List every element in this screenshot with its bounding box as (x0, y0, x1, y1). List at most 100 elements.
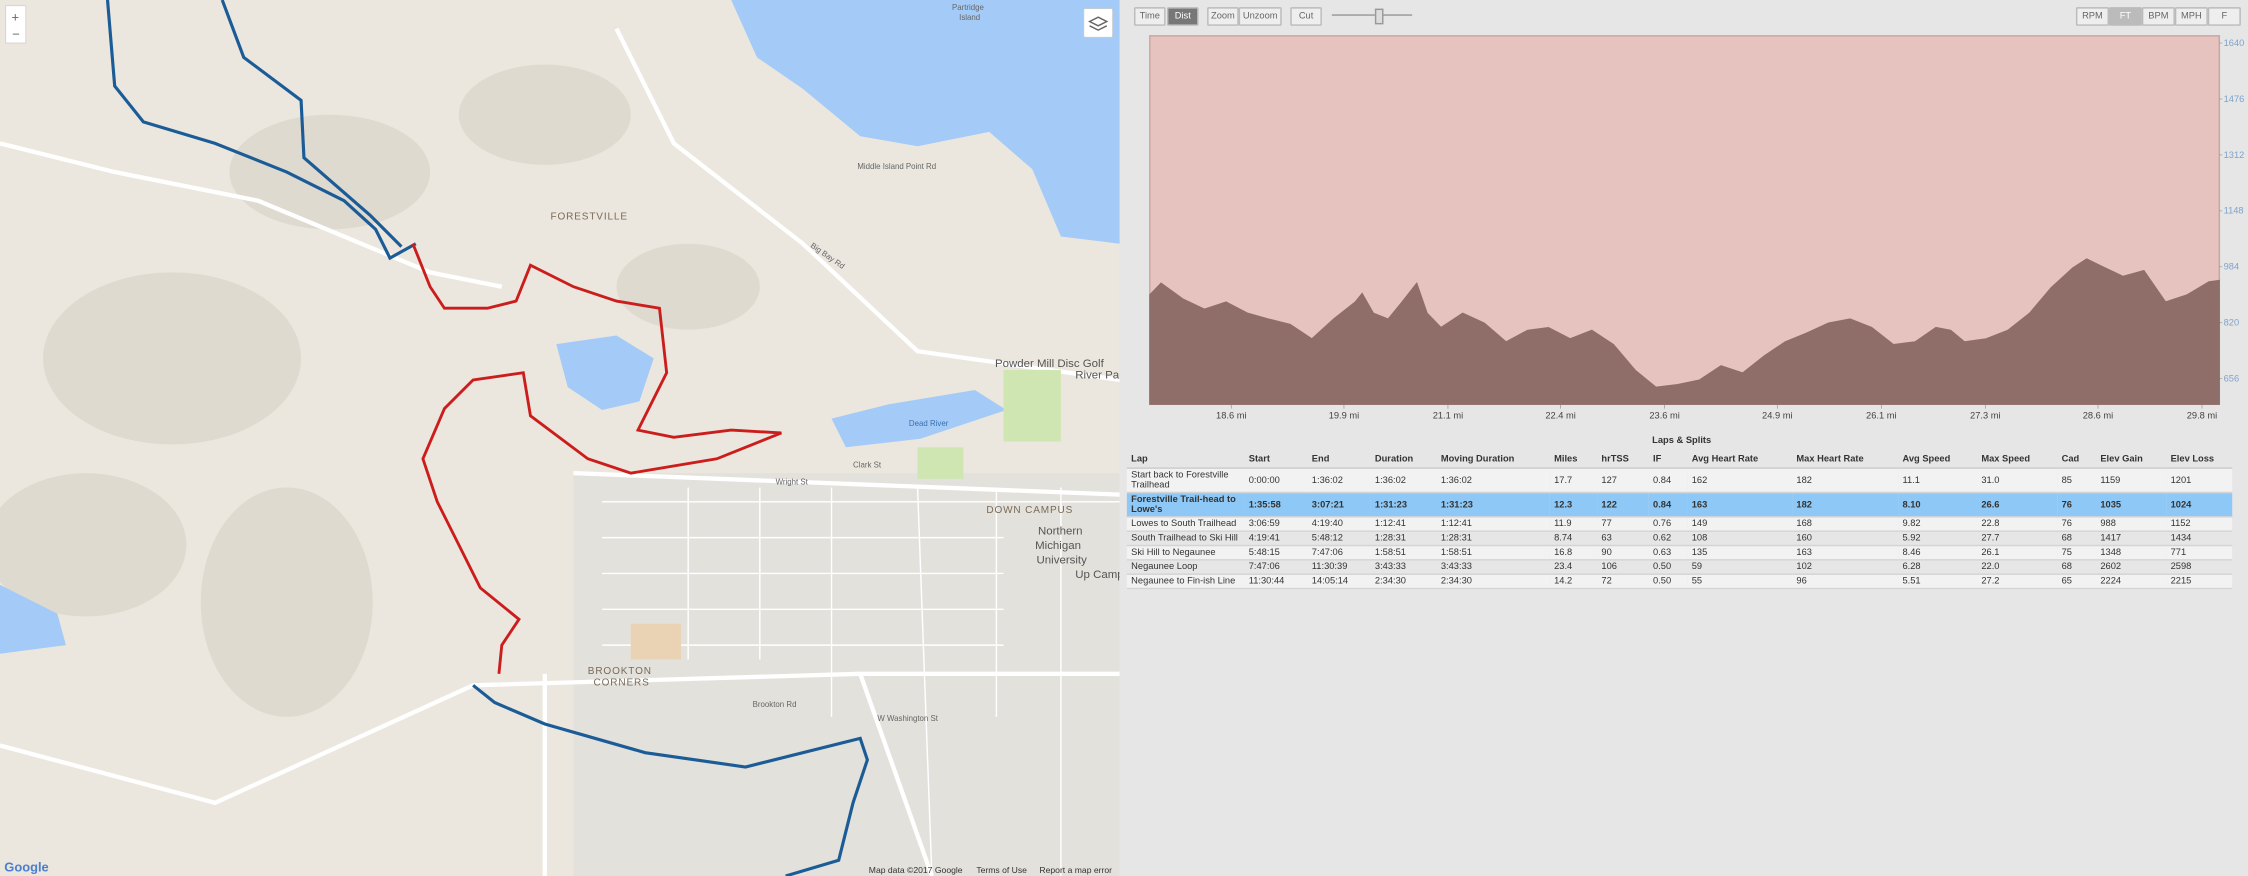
map-label: Island (959, 13, 980, 22)
table-cell: 3:06:59 (1244, 516, 1308, 532)
table-cell: 102 (1792, 559, 1899, 575)
table-cell: 1035 (2096, 492, 2167, 518)
map-label: W Washington St (877, 714, 938, 723)
table-cell: 75 (2057, 545, 2097, 561)
x-tick-label: 29.8 mi (2187, 411, 2218, 421)
table-cell: 5.92 (1898, 531, 1978, 547)
map-label: Up Campus (1075, 569, 1119, 581)
table-cell: 1:31:23 (1370, 492, 1437, 518)
table-cell: 127 (1597, 468, 1649, 494)
table-row[interactable]: South Trailhead to Ski Hill 4:19:41 5:48:1… (1126, 531, 2233, 547)
table-cell: 1201 (2166, 468, 2233, 494)
table-cell: 22.8 (1977, 516, 2058, 532)
elevation-chart: 656 820 984 1148 1312 1476 1640 18.6 mi 19.9 mi 2… (1149, 35, 2245, 421)
column-header: End (1307, 450, 1371, 469)
table-cell: Negaunee Loop (1126, 559, 1245, 575)
table-cell: 2224 (2096, 574, 2167, 590)
table-cell: 1:28:31 (1436, 531, 1550, 547)
table-cell: 2602 (2096, 559, 2167, 575)
table-cell: 0.76 (1648, 516, 1688, 532)
table-cell: 8.74 (1549, 531, 1598, 547)
table-cell: 5:48:12 (1307, 531, 1371, 547)
button[interactable]: F (2207, 7, 2241, 26)
table-row[interactable]: Negaunee to Fin-ish Line 11:30:44 14:05:14… (1126, 574, 2233, 590)
table-cell: 12.3 (1549, 492, 1598, 518)
button[interactable]: FT (2108, 7, 2142, 26)
table-cell: 72 (1597, 574, 1649, 590)
map-report[interactable]: Report a map error (1039, 865, 1112, 875)
table-cell: 76 (2057, 492, 2097, 518)
table-cell: 108 (1687, 531, 1793, 547)
column-header: Elev Loss (2166, 450, 2233, 469)
table-cell: 1152 (2166, 516, 2233, 532)
y-tick-label: 1476 (2224, 94, 2245, 104)
table-cell: 23.4 (1549, 559, 1598, 575)
table-cell: 1:36:02 (1370, 468, 1437, 494)
table-cell: 63 (1597, 531, 1649, 547)
table-cell: 3:43:33 (1370, 559, 1437, 575)
button[interactable]: Unzoom (1238, 7, 1282, 26)
table-row[interactable]: Ski Hill to Negaunee 5:48:15 7:47:06 1:58:5… (1126, 545, 2233, 561)
table-row[interactable]: Forestville Trail-head to Lowe's 1:35:58 3… (1126, 492, 2233, 518)
map-label: Powder Mill Disc Golf (995, 358, 1105, 370)
button[interactable]: MPH (2174, 7, 2208, 26)
map-label: Wright St (776, 478, 809, 487)
y-tick-label: 1312 (2224, 150, 2245, 160)
column-header: Max Heart Rate (1792, 450, 1899, 469)
table-cell: 31.0 (1977, 468, 2058, 494)
table-cell: 1159 (2096, 468, 2167, 494)
column-header: Lap (1126, 450, 1245, 469)
table-cell: 65 (2057, 574, 2097, 590)
x-tick-label: 18.6 mi (1216, 411, 1247, 421)
map-label: Brookton Rd (753, 700, 797, 709)
table-cell: 14:05:14 (1307, 574, 1371, 590)
table-cell: 1:36:02 (1307, 468, 1371, 494)
map-terms[interactable]: Terms of Use (976, 865, 1027, 875)
slider[interactable] (1331, 14, 1413, 16)
button[interactable]: Dist (1167, 7, 1199, 26)
button[interactable]: Time (1134, 7, 1166, 26)
column-header: Avg Speed (1898, 450, 1978, 469)
table-row[interactable]: Start back to Forestville Trailhead 0:00:… (1126, 468, 2233, 494)
table-cell: 90 (1597, 545, 1649, 561)
x-tick-label: 26.1 mi (1866, 411, 1897, 421)
map-label: Partridge (952, 3, 985, 12)
table-cell: 8.10 (1898, 492, 1978, 518)
table-cell: 1:58:51 (1370, 545, 1437, 561)
button[interactable]: Zoom (1207, 7, 1239, 26)
y-tick-label: 1640 (2224, 38, 2245, 48)
table-cell: 27.2 (1977, 574, 2058, 590)
button[interactable]: RPM (2075, 7, 2109, 26)
table-cell: 85 (2057, 468, 2097, 494)
table-cell: 1:35:58 (1244, 492, 1308, 518)
column-header: hrTSS (1597, 450, 1649, 469)
table-cell: 26.6 (1977, 492, 2058, 518)
button[interactable]: BPM (2141, 7, 2175, 26)
table-cell: 16.8 (1549, 545, 1598, 561)
y-tick-label: 984 (2224, 262, 2240, 272)
slider-handle[interactable] (1374, 8, 1384, 25)
button[interactable]: Cut (1290, 7, 1322, 26)
table-cell: 1:28:31 (1370, 531, 1437, 547)
table-row[interactable]: Negaunee Loop 7:47:06 11:30:39 3:43:33 3:43:… (1126, 559, 2233, 575)
table-cell: 163 (1687, 492, 1793, 518)
table-row[interactable]: Lowes to South Trailhead 3:06:59 4:19:40 1:… (1126, 516, 2233, 532)
table-cell: 0.50 (1648, 574, 1688, 590)
column-header: Start (1244, 450, 1308, 469)
laps-table: Laps & Splits Lap Start End Duration Moving … (1126, 433, 2237, 590)
map[interactable]: +− Partridge Island FORESTVILLE Big Bay … (0, 0, 1120, 876)
table-cell: 0.84 (1648, 492, 1688, 518)
table-cell: 27.7 (1977, 531, 2058, 547)
table-cell: 122 (1597, 492, 1649, 518)
table-cell: 168 (1792, 516, 1899, 532)
map-label: University (1037, 554, 1088, 566)
table-cell: Lowes to South Trailhead (1126, 516, 1245, 532)
table-cell: 1:12:41 (1370, 516, 1437, 532)
x-tick-label: 27.3 mi (1970, 411, 2000, 421)
column-header: Duration (1370, 450, 1437, 469)
table-cell: South Trailhead to Ski Hill (1126, 531, 1245, 547)
table-cell: 11.1 (1898, 468, 1978, 494)
table-cell: 988 (2096, 516, 2167, 532)
table-cell: 771 (2166, 545, 2233, 561)
